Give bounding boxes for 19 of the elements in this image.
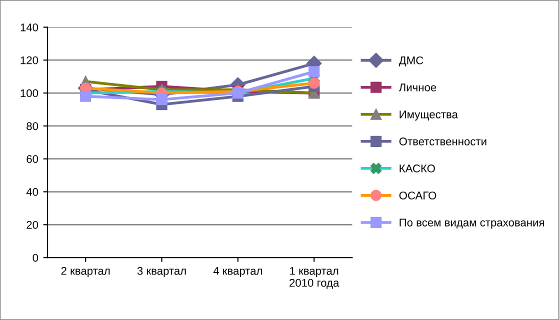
legend-label: Ответственности — [399, 138, 486, 146]
y-tick-label: 40 — [26, 188, 38, 196]
y-tick-label: 140 — [20, 23, 38, 32]
y-tick-label: 20 — [26, 220, 38, 229]
x-tick-label: 3 квартал — [137, 266, 186, 277]
x-tick-label: 4 квартал — [213, 267, 262, 277]
y-tick-label: 120 — [20, 56, 38, 64]
legend-label: По всем видам страхования — [400, 218, 544, 229]
x-tick-label: 1 квартал 2010 года — [290, 267, 340, 289]
y-tick-label: 0 — [32, 254, 38, 262]
legend-label: ОСАГО — [399, 192, 436, 200]
legend-label: Имущества — [400, 110, 458, 121]
legend-label: Личное — [398, 84, 436, 92]
legend-label: КАСКО — [400, 164, 435, 172]
legend-label: ДМС — [398, 56, 424, 66]
y-tick-label: 100 — [20, 89, 38, 98]
x-tick-label: 2 квартал — [61, 266, 110, 277]
y-tick-label: 60 — [26, 155, 38, 163]
y-tick-label: 80 — [26, 122, 38, 130]
